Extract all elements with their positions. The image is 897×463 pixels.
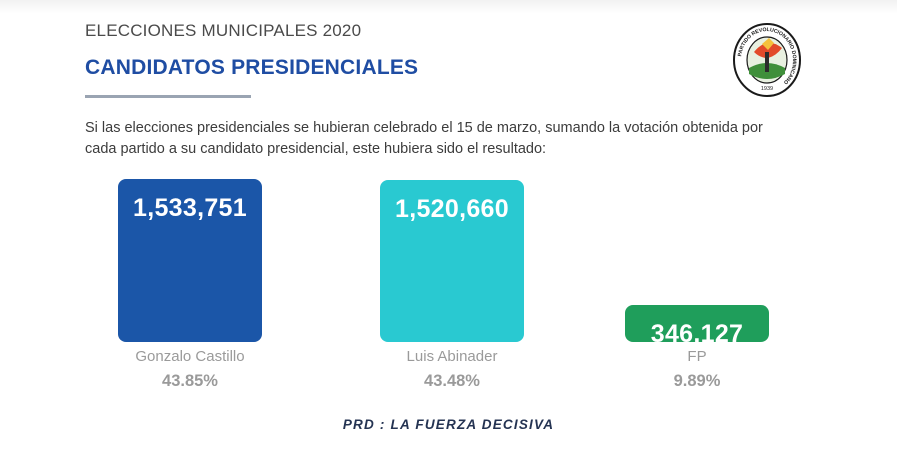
intro-line-1: Si las elecciones presidenciales se hubi… <box>85 120 763 136</box>
bar-gonzalo-castillo <box>118 179 262 342</box>
intro-line-2: cada partido a su candidato presidencial… <box>85 141 547 157</box>
header-label: ELECCIONES MUNICIPALES 2020 <box>85 21 362 40</box>
top-shade <box>0 0 897 14</box>
bar-value-label: 1,520,660 <box>395 195 509 223</box>
seal-year: 1939 <box>761 86 773 92</box>
candidate-percent: 9.89% <box>673 372 721 390</box>
footer-slogan: PRD : LA FUERZA DECISIVA <box>342 417 555 432</box>
candidate-name: Gonzalo Castillo <box>135 348 245 365</box>
candidate-name: Luis Abinader <box>406 348 498 365</box>
header-divider <box>85 95 251 98</box>
bar-value-label: 1,533,751 <box>133 194 247 222</box>
candidate-name: FP <box>687 348 707 365</box>
candidate-percent: 43.48% <box>424 372 480 390</box>
prd-seal-icon: PARTIDO REVOLUCIONARIO DOMINICANO 1939 <box>733 23 801 97</box>
intro-text: Si las elecciones presidenciales se hubi… <box>85 118 805 160</box>
bar-fp <box>625 305 769 342</box>
bar-luis-abinader <box>380 180 524 342</box>
page-title: CANDIDATOS PRESIDENCIALES <box>85 56 419 79</box>
bar-value-label: 346,127 <box>650 320 744 348</box>
candidate-percent: 43.85% <box>162 372 218 390</box>
